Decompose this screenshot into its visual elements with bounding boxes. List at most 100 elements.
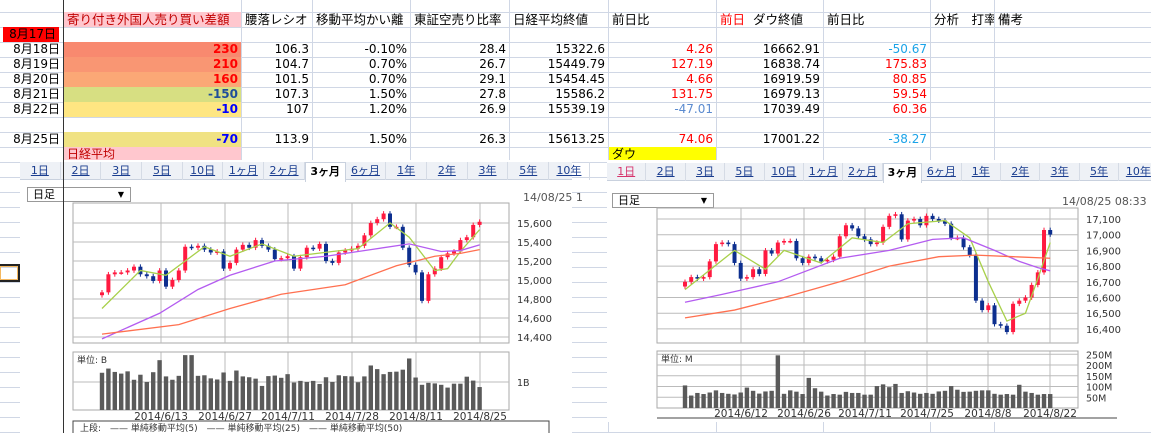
dow-label[interactable]: ダウ bbox=[609, 147, 716, 162]
nikkei-change-cell[interactable]: 4.66 bbox=[686, 72, 713, 86]
short-ratio-cell[interactable]: 29.1 bbox=[479, 72, 506, 86]
tab-13[interactable]: 5年 bbox=[1080, 163, 1120, 181]
tab-5[interactable]: 10日 bbox=[765, 163, 804, 181]
tab-14[interactable]: 10年 bbox=[549, 162, 590, 180]
nikkei-close-cell[interactable]: 15539.19 bbox=[547, 102, 605, 116]
tab-4[interactable]: 5日 bbox=[725, 163, 765, 181]
ma-deviation-cell[interactable]: 0.70% bbox=[368, 57, 407, 71]
short-ratio-cell[interactable]: 28.4 bbox=[479, 42, 506, 56]
price-tick-label: 15,400 bbox=[517, 238, 552, 249]
dow-change-cell[interactable]: 60.36 bbox=[892, 102, 927, 116]
nikkei-close-cell[interactable]: 15449.79 bbox=[547, 57, 605, 71]
header-nikkei-close[interactable]: 日経平均終値 bbox=[513, 12, 589, 27]
tab-14[interactable]: 10年 bbox=[1119, 163, 1151, 181]
short-ratio-cell[interactable]: 27.8 bbox=[479, 87, 506, 101]
tab-9[interactable]: 6ヶ月 bbox=[922, 163, 962, 181]
ratio-cell[interactable]: 107.3 bbox=[274, 87, 309, 101]
date-tick-label: 2014/8/8 bbox=[964, 408, 1011, 420]
nikkei-change-cell[interactable]: -47.01 bbox=[674, 102, 713, 116]
tab-8[interactable]: 3ヶ月 bbox=[882, 163, 923, 183]
short-ratio-cell[interactable]: 26.3 bbox=[479, 132, 506, 146]
short-ratio-cell[interactable]: 26.7 bbox=[479, 57, 506, 71]
header-foreign-net[interactable]: 寄り付き外国人売り買い差額 bbox=[64, 12, 241, 27]
dow-close-cell[interactable]: 16838.74 bbox=[762, 57, 820, 71]
header-ratio[interactable]: 腰落レシオ bbox=[245, 12, 308, 27]
header-dow-change[interactable]: 前日比 bbox=[827, 12, 865, 27]
nikkei-change-cell[interactable]: 4.26 bbox=[686, 42, 713, 56]
nikkei-label[interactable]: 日経平均 bbox=[64, 147, 241, 162]
date-cell[interactable]: 8月22日 bbox=[13, 102, 60, 116]
selected-cell[interactable] bbox=[0, 264, 20, 282]
tab-8[interactable]: 3ヶ月 bbox=[304, 162, 346, 182]
tab-2[interactable]: 2日 bbox=[646, 163, 686, 181]
tab-1[interactable]: 1日 bbox=[20, 162, 61, 180]
dow-change-cell[interactable]: 59.54 bbox=[892, 87, 927, 101]
nikkei-close-cell[interactable]: 15322.6 bbox=[555, 42, 605, 56]
ma-deviation-cell[interactable]: 1.20% bbox=[368, 102, 407, 116]
tab-4[interactable]: 5日 bbox=[142, 162, 183, 180]
nikkei-close-cell[interactable]: 15454.45 bbox=[547, 72, 605, 86]
ratio-cell[interactable]: 106.3 bbox=[274, 42, 309, 56]
nikkei-change-cell[interactable]: 131.75 bbox=[671, 87, 713, 101]
foreign-net-cell[interactable]: -10 bbox=[64, 102, 241, 117]
ratio-cell[interactable]: 101.5 bbox=[274, 72, 309, 86]
header-notes[interactable]: 備考 bbox=[998, 12, 1024, 27]
tab-7[interactable]: 2ヶ月 bbox=[264, 162, 305, 180]
tab-11[interactable]: 2年 bbox=[1001, 163, 1041, 181]
dow-change-cell[interactable]: 80.85 bbox=[892, 72, 927, 86]
nikkei-close-cell[interactable]: 15586.2 bbox=[555, 87, 605, 101]
tab-10[interactable]: 1年 bbox=[962, 163, 1001, 181]
foreign-net-cell[interactable]: -70 bbox=[64, 132, 241, 147]
ma-deviation-cell[interactable]: 1.50% bbox=[368, 87, 407, 101]
ma-deviation-cell[interactable]: 1.50% bbox=[368, 132, 407, 146]
foreign-net-cell[interactable]: -150 bbox=[64, 87, 241, 102]
nikkei-change-cell[interactable]: 127.19 bbox=[671, 57, 713, 71]
header-analysis[interactable]: 分析 打率 bbox=[934, 12, 994, 27]
date-cell[interactable]: 8月17日 bbox=[3, 27, 59, 42]
tab-6[interactable]: 1ヶ月 bbox=[804, 163, 844, 181]
foreign-net-cell[interactable]: 160 bbox=[64, 72, 241, 87]
ma-deviation-cell[interactable]: -0.10% bbox=[364, 42, 407, 56]
date-cell[interactable]: 8月19日 bbox=[13, 57, 60, 71]
tab-3[interactable]: 3日 bbox=[686, 163, 726, 181]
tab-12[interactable]: 3年 bbox=[468, 162, 509, 180]
tab-12[interactable]: 3年 bbox=[1040, 163, 1080, 181]
tab-10[interactable]: 1年 bbox=[386, 162, 427, 180]
ratio-cell[interactable]: 113.9 bbox=[274, 132, 309, 146]
ratio-cell[interactable]: 107 bbox=[286, 102, 309, 116]
tab-7[interactable]: 2ヶ月 bbox=[843, 163, 883, 181]
nikkei-close-cell[interactable]: 15613.25 bbox=[547, 132, 605, 146]
dow-close-cell[interactable]: 16979.13 bbox=[762, 87, 820, 101]
tab-13[interactable]: 5年 bbox=[508, 162, 550, 180]
tab-2[interactable]: 2日 bbox=[61, 162, 102, 180]
tab-6[interactable]: 1ヶ月 bbox=[224, 162, 265, 180]
date-cell[interactable]: 8月20日 bbox=[13, 72, 60, 86]
dow-change-cell[interactable]: -50.67 bbox=[888, 42, 927, 56]
short-ratio-cell[interactable]: 26.9 bbox=[479, 102, 506, 116]
date-cell[interactable]: 8月18日 bbox=[13, 42, 60, 56]
tab-5[interactable]: 10日 bbox=[183, 162, 224, 180]
nikkei-change-cell[interactable]: 74.06 bbox=[678, 132, 713, 146]
dow-change-cell[interactable]: 175.83 bbox=[885, 57, 927, 71]
foreign-net-cell[interactable]: 210 bbox=[64, 57, 241, 72]
header-ma-deviation[interactable]: 移動平均かい離 bbox=[316, 12, 404, 27]
tab-3[interactable]: 3日 bbox=[101, 162, 143, 180]
header-nikkei-change[interactable]: 前日比 bbox=[612, 12, 650, 27]
candle-down bbox=[221, 251, 226, 269]
dow-close-cell[interactable]: 16919.59 bbox=[762, 72, 820, 86]
header-short-ratio[interactable]: 東証空売り比率 bbox=[414, 12, 502, 27]
ratio-cell[interactable]: 104.7 bbox=[274, 57, 309, 71]
ma-deviation-cell[interactable]: 0.70% bbox=[368, 72, 407, 86]
tab-11[interactable]: 2年 bbox=[427, 162, 468, 180]
date-cell[interactable]: 8月21日 bbox=[13, 87, 60, 101]
nikkei-interval-select[interactable]: 日足 ▼ bbox=[27, 187, 131, 202]
tab-1[interactable]: 1日 bbox=[607, 163, 647, 181]
header-dow-close[interactable]: 前日 ダウ終値 bbox=[717, 12, 823, 27]
dow-close-cell[interactable]: 17001.22 bbox=[762, 132, 820, 146]
tab-9[interactable]: 6ヶ月 bbox=[346, 162, 387, 180]
date-cell[interactable]: 8月25日 bbox=[13, 132, 60, 146]
dow-change-cell[interactable]: -38.27 bbox=[888, 132, 927, 146]
foreign-net-cell[interactable]: 230 bbox=[64, 42, 241, 57]
dow-close-cell[interactable]: 17039.49 bbox=[762, 102, 820, 116]
dow-close-cell[interactable]: 16662.91 bbox=[762, 42, 820, 56]
